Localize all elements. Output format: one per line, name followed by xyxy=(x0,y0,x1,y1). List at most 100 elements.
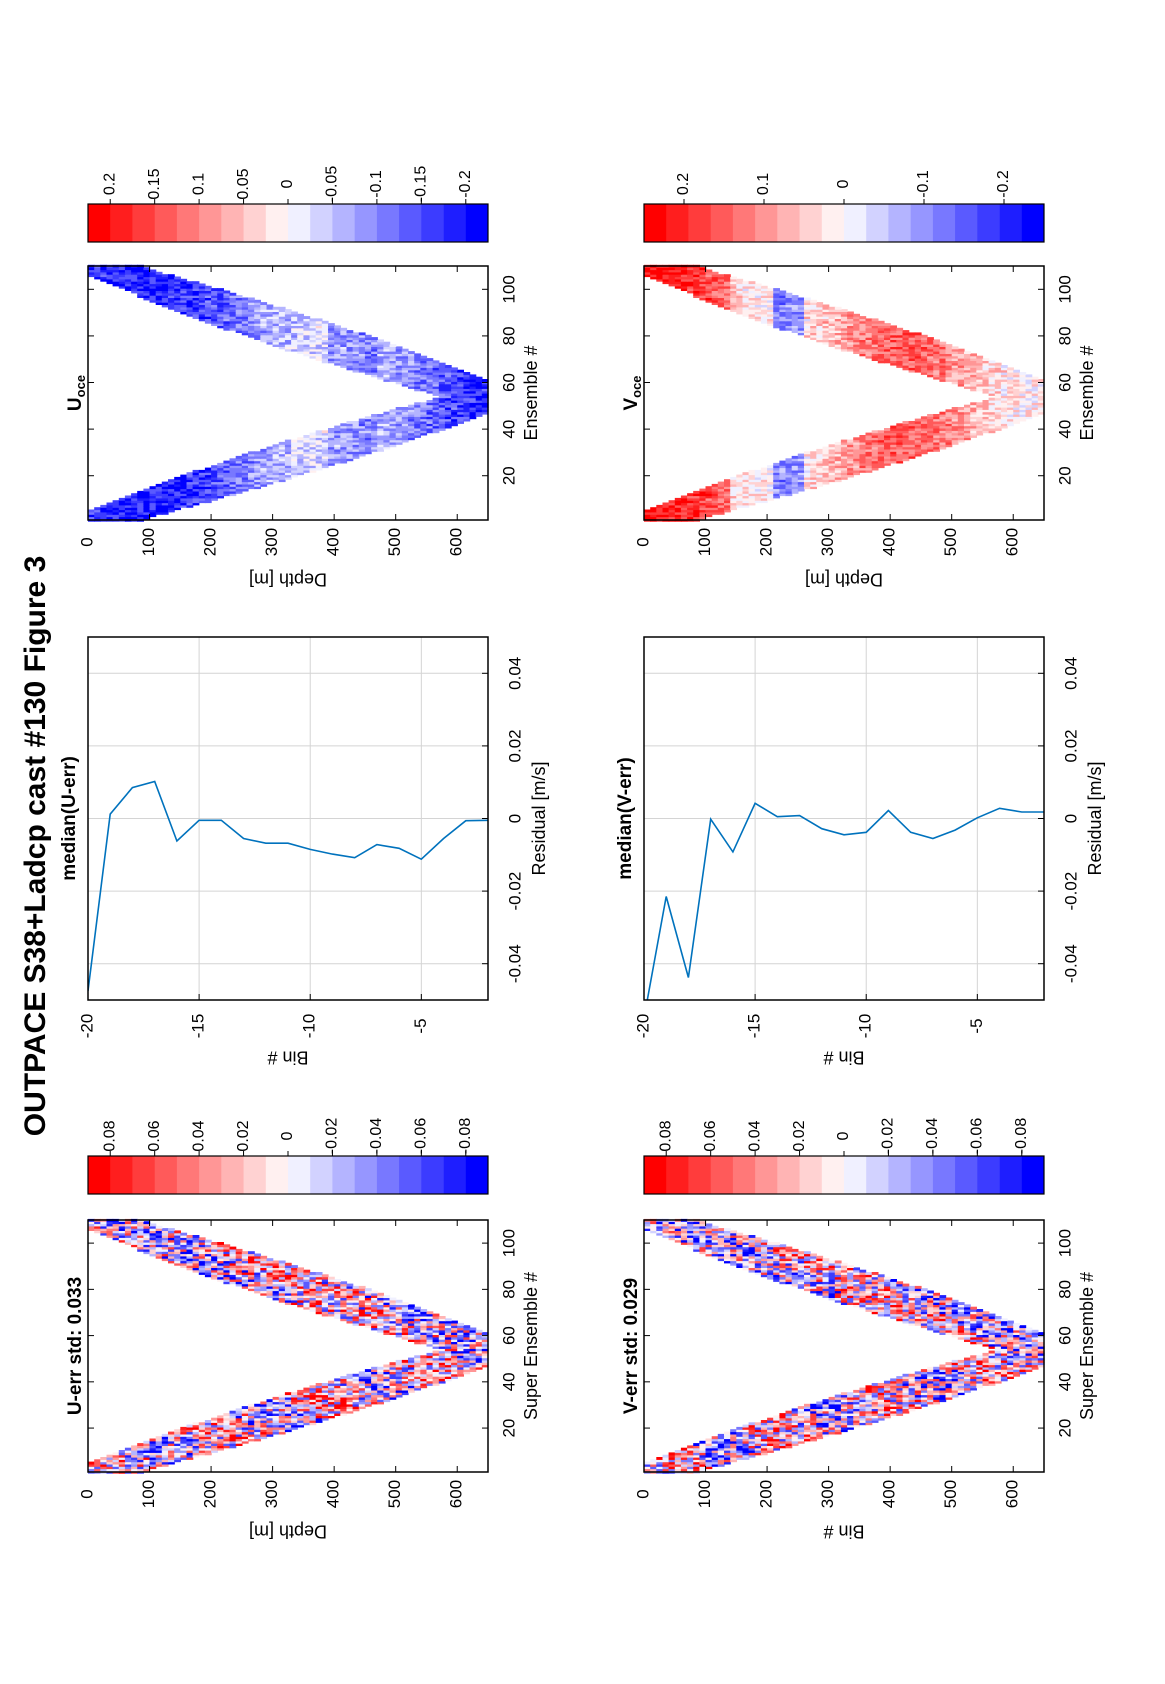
colorbar-tick-label: -0.04 xyxy=(368,1118,385,1155)
colorbar-swatch xyxy=(332,204,355,242)
heatmap-cell xyxy=(322,1274,329,1277)
heatmap-cell xyxy=(687,1445,694,1448)
heatmap-cell xyxy=(156,1436,163,1439)
heatmap-cell xyxy=(989,1351,996,1354)
heatmap-cell xyxy=(896,1376,903,1379)
heatmap-cell xyxy=(347,1374,354,1377)
depth-tick-label: 400 xyxy=(324,528,343,556)
heatmap-cell xyxy=(749,1422,756,1425)
heatmap-cell xyxy=(396,1300,403,1303)
heatmap-cell xyxy=(199,1422,206,1425)
heatmap-cell xyxy=(119,1450,126,1453)
panel-title: U-err std: 0.033 xyxy=(65,1277,86,1415)
heatmap-cell xyxy=(328,1277,335,1280)
colorbar-swatch xyxy=(355,204,378,242)
colorbar-swatch xyxy=(221,1156,244,1194)
heatmap-cell xyxy=(390,409,397,412)
depth-tick-label: 300 xyxy=(262,528,281,556)
heatmap-cell xyxy=(310,318,317,321)
heatmap-cell xyxy=(328,428,335,431)
heatmap-cell xyxy=(267,1258,274,1261)
heatmap-cell xyxy=(248,298,255,301)
heatmap-cell xyxy=(909,1374,916,1377)
heatmap-cell xyxy=(402,407,409,410)
heatmap-cell xyxy=(236,295,243,298)
heatmap-cell xyxy=(162,274,169,277)
heatmap-cell xyxy=(693,1443,700,1446)
heatmap-cell xyxy=(445,365,452,368)
colorbar-swatch xyxy=(288,1156,311,1194)
heatmap-cell xyxy=(383,342,390,345)
heatmap-cell xyxy=(205,286,212,289)
heatmap-cell xyxy=(217,288,224,291)
heatmap-cell xyxy=(414,402,421,405)
heatmap-cell xyxy=(890,1378,897,1381)
heatmap-cell xyxy=(365,1288,372,1291)
heatmap-cell xyxy=(260,1402,267,1405)
heatmap-cell xyxy=(156,1226,163,1229)
heatmap-cell xyxy=(976,1355,983,1358)
heatmap-cell xyxy=(353,332,360,335)
heatmap-cell xyxy=(847,1392,854,1395)
heatmap-cell xyxy=(983,1353,990,1356)
heatmap-cell xyxy=(322,430,329,433)
heatmap-cell xyxy=(718,1434,725,1437)
heatmap-cell xyxy=(915,1371,922,1374)
heatmap-cell xyxy=(964,1358,971,1361)
heatmap-cell xyxy=(285,309,292,312)
panel-title: median(U-err) xyxy=(59,756,80,881)
heatmap-cell xyxy=(952,1360,959,1363)
heatmap-cell xyxy=(100,1457,107,1460)
heatmap-cell xyxy=(279,1261,286,1264)
x-axis-label: Residual [m/s] xyxy=(529,761,549,875)
heatmap-cells xyxy=(644,1219,1045,1474)
heatmap-cell xyxy=(193,281,200,284)
heatmap-cell xyxy=(1032,1330,1039,1333)
heatmap-cell xyxy=(829,1397,836,1400)
heatmap-cell xyxy=(377,339,384,342)
heatmap-cell xyxy=(451,367,458,370)
heatmap-cell xyxy=(107,503,114,506)
ensemble-tick-label: 40 xyxy=(499,1372,518,1391)
heatmap-cell xyxy=(377,414,384,417)
y-axis-label: Depth [m] xyxy=(249,569,327,589)
depth-tick-label: 100 xyxy=(139,528,158,556)
heatmap-cell xyxy=(162,1434,169,1437)
figure-title: OUTPACE S38+Ladcp cast #130 Figure 3 xyxy=(19,556,52,1137)
heatmap-cell xyxy=(457,1323,464,1326)
ensemble-tick-label: 40 xyxy=(499,420,518,439)
heatmap-cell xyxy=(137,1443,144,1446)
heatmap-cell xyxy=(804,1404,811,1407)
heatmap-cell xyxy=(383,1295,390,1298)
heatmap-cell xyxy=(675,1450,682,1453)
heatmap-cell xyxy=(297,314,304,317)
heatmap-cell xyxy=(150,1224,157,1227)
heatmap-cell xyxy=(476,377,483,380)
heatmap-cell xyxy=(131,493,138,496)
heatmap-cell xyxy=(463,1325,470,1328)
heatmap-cell xyxy=(402,1360,409,1363)
colorbar-swatch xyxy=(221,204,244,242)
x-axis-label: Super Ensemble # xyxy=(521,1272,541,1420)
heatmap-cell xyxy=(810,1404,817,1407)
heatmap-cell xyxy=(420,1309,427,1312)
heatmap-cell xyxy=(236,1249,243,1252)
heatmap-cell xyxy=(420,402,427,405)
heatmap-cell xyxy=(174,1230,181,1233)
heatmap-cell xyxy=(334,1378,341,1381)
heatmap-cell xyxy=(199,284,206,287)
heatmap-cell xyxy=(137,491,144,494)
heatmap-cell xyxy=(119,498,126,501)
colorbar-swatch xyxy=(88,1156,111,1194)
heatmap-cell xyxy=(211,288,218,291)
heatmap-cell xyxy=(180,1427,187,1430)
colorbar-tick-label: 0.08 xyxy=(101,1120,118,1151)
heatmap-cell xyxy=(736,1427,743,1430)
heatmap-cell xyxy=(347,1284,354,1287)
heatmap-cell xyxy=(377,1367,384,1370)
heatmap-cell xyxy=(755,1422,762,1425)
heatmap-cell xyxy=(353,1286,360,1289)
heatmap-cell xyxy=(420,1355,427,1358)
